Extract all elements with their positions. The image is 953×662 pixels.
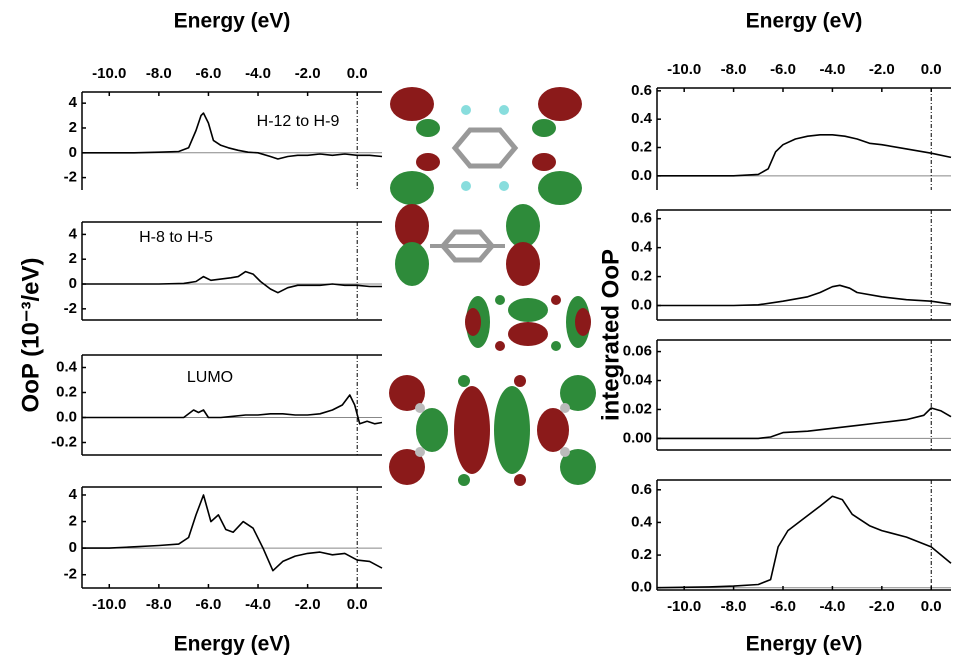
y-tick-label: 0.2 [631,546,652,563]
y-tick-label: 4 [69,225,78,242]
y-tick-label: 0 [69,539,77,556]
line [657,285,951,305]
orbital-3 [465,295,591,351]
x-tick-label: -6.0 [196,596,222,613]
figure: OoP (10⁻³/eV) integrated OoP [0,0,953,662]
y-tick-label: 0.4 [631,513,653,530]
y-tick-label: -2 [64,169,77,186]
x-axis-label: Energy (eV) [174,10,291,33]
panel: 4 2 0 -2 -10.0 -8.0 -6.0 -4.0 -2.0 0.0 Energy (eV) [64,486,382,656]
annotation: H-12 to H-9 [257,113,340,130]
x-axis-label: Energy (eV) [746,10,863,33]
y-tick-label: 4 [69,94,78,111]
y-tick-label: 0.4 [631,239,653,256]
y-tick-label: 0.6 [631,210,652,227]
panel: 0.6 0.4 0.2 0.0 -10.0 -8.0 -6.0 -4.0 -2.0 0.0 Ener… [631,10,951,190]
x-tick-label: -8.0 [146,596,172,613]
y-tick-label: 0.6 [631,481,652,498]
orbital-1 [390,87,582,205]
y-tick-label: 2 [69,513,77,530]
panel: 0.6 0.4 0.2 0.0 -10.0 -8.0 -6.0 -4.0 -2.0 0.0 Ener… [631,480,951,656]
line [657,496,951,587]
x-tick-label: -10.0 [92,596,126,613]
y-tick-label: 0.04 [623,371,653,388]
x-tick-label: -4.0 [245,596,271,613]
x-tick-label: -8.0 [721,598,747,615]
annotation: LUMO [187,369,233,386]
x-tick-label: -4.0 [819,61,845,78]
x-tick-label: -4.0 [819,598,845,615]
y-tick-label: 0.4 [56,358,78,375]
x-tick-label: -10.0 [92,65,126,82]
y-axis-label: integrated OoP [597,249,624,421]
panel: 0.4 0.2 0.0 -0.2 LUMO [51,355,382,455]
orbital-2 [395,204,540,286]
x-axis-label: Energy (eV) [746,633,863,656]
y-tick-label: 0.00 [623,429,652,446]
x-tick-label: -10.0 [667,61,701,78]
y-tick-label: 0.02 [623,400,652,417]
panel: 0.6 0.4 0.2 0.0 [631,210,951,320]
x-tick-label: -10.0 [667,598,701,615]
x-tick-label: 0.0 [921,598,942,615]
x-tick-label: -2.0 [295,65,321,82]
y-tick-label: 4 [69,486,78,503]
y-tick-label: 0.06 [623,343,652,360]
y-tick-label: 0.2 [56,383,77,400]
x-tick-label: -6.0 [770,61,796,78]
annotation: H-8 to H-5 [139,229,213,246]
line [82,272,382,293]
y-tick-label: 0 [69,144,77,161]
x-tick-label: -4.0 [245,65,271,82]
y-tick-label: 0.6 [631,82,652,99]
line [82,395,382,424]
y-tick-label: 0.0 [631,296,652,313]
panel: 4 2 0 -2 -10.0 -8.0 -6.0 -4.0 -2.0 0.0 Energy (eV)… [64,10,382,190]
y-tick-label: 0.0 [631,579,652,596]
y-tick-label: 0.0 [56,408,77,425]
x-tick-label: -6.0 [770,598,796,615]
y-tick-label: -2 [64,566,77,583]
x-tick-label: -2.0 [869,598,895,615]
y-tick-label: -0.2 [51,433,77,450]
panel: 4 2 0 -2 H-8 to H-5 [64,222,382,320]
x-tick-label: 0.0 [347,596,368,613]
y-axis-label: OoP (10⁻³/eV) [17,258,44,413]
x-tick-label: -2.0 [869,61,895,78]
line [657,135,951,176]
x-tick-label: -2.0 [295,596,321,613]
line [657,408,951,438]
y-tick-label: -2 [64,300,77,317]
x-tick-label: 0.0 [347,65,368,82]
y-tick-label: 2 [69,250,77,267]
x-tick-label: -6.0 [196,65,222,82]
x-tick-label: -8.0 [721,61,747,78]
x-tick-label: -8.0 [146,65,172,82]
y-tick-label: 0.2 [631,268,652,285]
molecule-orbitals [389,87,596,486]
y-tick-label: 0.2 [631,138,652,155]
y-tick-label: 2 [69,119,77,136]
x-axis-label: Energy (eV) [174,633,291,656]
panel: 0.06 0.04 0.02 0.00 [623,340,951,450]
y-tick-label: 0.4 [631,110,653,127]
y-tick-label: 0.0 [631,167,652,184]
line [82,495,382,571]
x-tick-label: 0.0 [921,61,942,78]
orbital-4 [389,375,596,486]
y-tick-label: 0 [69,275,77,292]
